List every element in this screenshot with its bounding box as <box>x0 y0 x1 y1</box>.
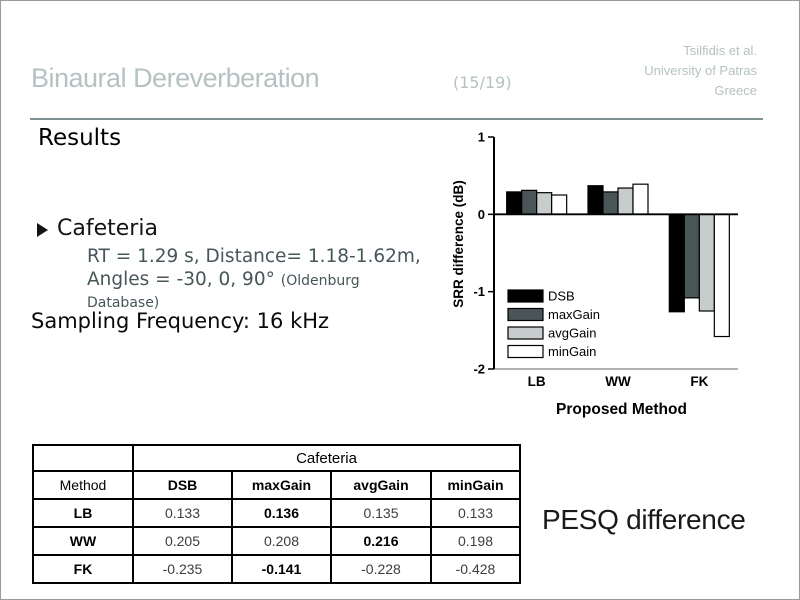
legend-swatch-DSB <box>507 289 544 303</box>
srr-bar-chart: LB WW FK 1 0 -1 -2 SRR difference (dB) DSB maxGai… <box>451 130 738 389</box>
table-cell: 0.208 <box>231 526 332 556</box>
bar-avgGain-LB <box>536 192 553 215</box>
y-tick-label: 0 <box>478 207 485 222</box>
bar-DSB-LB <box>506 191 523 215</box>
detail-line-2-note: (Oldenburg <box>280 272 360 289</box>
x-tick-label: LB <box>528 374 546 389</box>
affiliation-university: University of Patras <box>644 63 757 78</box>
title-divider <box>30 118 763 120</box>
detail-line-2: Angles = -30, 0, 90° (Oldenburg <box>87 269 421 293</box>
table-cell: -0.235 <box>132 554 233 584</box>
table-group-header: Cafeteria <box>132 444 521 472</box>
affiliation-block: Tsilfidis et al. University of Patras Gr… <box>644 41 757 101</box>
cafeteria-label: Cafeteria <box>57 216 158 241</box>
table-method-label: Method <box>32 470 134 500</box>
pesq-table: Cafeteria Method DSB maxGain avgGain minGai… <box>32 444 521 584</box>
affiliation-country: Greece <box>714 83 757 98</box>
bar-minGain-LB <box>551 194 568 215</box>
table-row: FK -0.235 -0.141 -0.228 -0.428 <box>32 554 521 584</box>
pesq-caption: PESQ difference <box>542 504 746 535</box>
triangle-bullet-icon <box>37 222 48 237</box>
table-row: WW 0.205 0.208 0.216 0.198 <box>32 526 521 556</box>
y-tick-label: 1 <box>478 130 485 145</box>
legend-label-avgGain: avgGain <box>548 326 596 341</box>
table-cell: -0.141 <box>231 554 332 584</box>
bar-DSB-FK <box>668 213 685 313</box>
table-col-header: maxGain <box>231 470 332 500</box>
section-title: Results <box>38 125 122 151</box>
bar-maxGain-LB <box>521 189 538 215</box>
table-cell: 0.198 <box>430 526 521 556</box>
table-cell: 0.216 <box>330 526 432 556</box>
x-tick-label: WW <box>605 374 631 389</box>
detail-line-2-main: Angles = -30, 0, 90° <box>87 268 275 290</box>
legend-swatch-maxGain <box>507 307 544 322</box>
table-row: LB 0.133 0.136 0.135 0.133 <box>32 498 521 528</box>
sampling-frequency-line: Sampling Frequency: 16 kHz <box>31 309 330 333</box>
table-corner-cell <box>32 444 134 472</box>
legend-swatch-avgGain <box>507 326 544 340</box>
table-cell: -0.428 <box>430 554 521 584</box>
table-cell: 0.136 <box>231 498 332 528</box>
y-axis-title: SRR difference (dB) <box>451 180 466 308</box>
table-cell: 0.135 <box>330 498 432 528</box>
y-tick-label: -2 <box>473 362 485 377</box>
page-indicator: (15/19) <box>453 73 512 92</box>
deck-title: Binaural Dereverberation <box>31 63 320 93</box>
detail-line-3-note: Database) <box>87 295 160 311</box>
table-col-header: minGain <box>430 470 521 500</box>
table-row-header: WW <box>32 526 134 556</box>
table-cell: 0.133 <box>430 498 521 528</box>
table-cell: -0.228 <box>330 554 432 584</box>
table-columns-row: Method DSB maxGain avgGain minGain <box>32 470 521 500</box>
bar-maxGain-WW <box>602 191 619 215</box>
table-col-header: avgGain <box>330 470 432 500</box>
table-row-header: FK <box>32 554 134 584</box>
table-cell: 0.205 <box>132 526 233 556</box>
affiliation-authors: Tsilfidis et al. <box>683 43 757 58</box>
y-tick-label: -1 <box>473 284 485 299</box>
bar-minGain-FK <box>713 213 730 338</box>
bar-avgGain-FK <box>698 213 715 312</box>
table-group-row: Cafeteria <box>32 444 521 472</box>
chart-x-axis-title: Proposed Method <box>556 401 687 418</box>
legend-label-minGain: minGain <box>548 344 596 359</box>
legend-swatch-minGain <box>507 344 544 359</box>
legend-label-maxGain: maxGain <box>548 307 600 322</box>
bar-avgGain-WW <box>617 187 634 215</box>
bar-minGain-WW <box>632 183 649 215</box>
detail-line-1: RT = 1.29 s, Distance= 1.18-1.62m, <box>87 246 421 267</box>
table-row-header: LB <box>32 498 134 528</box>
x-tick-label: FK <box>690 374 708 389</box>
table-col-header: DSB <box>132 470 233 500</box>
legend-label-DSB: DSB <box>548 289 575 304</box>
cafeteria-bullet: Cafeteria <box>37 216 158 241</box>
bar-DSB-WW <box>587 185 604 215</box>
table-cell: 0.133 <box>132 498 233 528</box>
bar-maxGain-FK <box>683 213 700 299</box>
cafeteria-details: RT = 1.29 s, Distance= 1.18-1.62m, Angle… <box>87 246 421 315</box>
